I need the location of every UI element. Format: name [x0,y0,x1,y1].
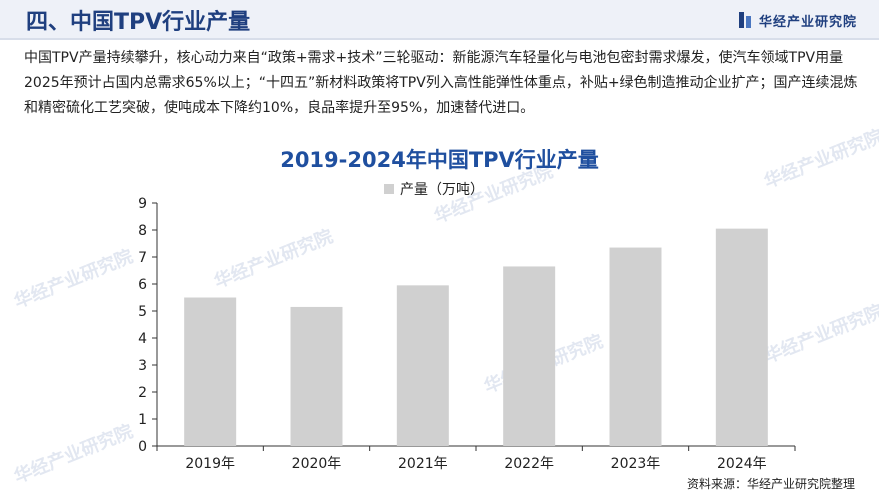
y-tick-label: 2 [138,385,147,401]
y-tick-label: 7 [138,250,147,266]
x-tick-label: 2023年 [611,456,661,472]
bar-2022年 [503,266,556,446]
brand: 华经产业研究院 [738,10,857,30]
bar-2021年 [396,285,449,446]
bar-2019年 [184,297,237,446]
legend-label: 产量（万吨） [400,182,484,198]
x-tick-label: 2022年 [504,456,554,472]
brand-logo-icon [738,12,751,28]
y-tick-label: 1 [138,412,147,428]
bar-2020年 [290,306,343,446]
y-tick-label: 0 [138,439,147,455]
y-tick-label: 4 [138,331,147,347]
y-tick-label: 9 [138,196,147,212]
x-tick-label: 2021年 [398,456,448,472]
source-note: 资料来源：华经产业研究院整理 [686,477,855,491]
x-tick-label: 2019年 [185,456,235,472]
y-tick-label: 6 [138,277,147,293]
legend-swatch [384,184,394,194]
y-tick-label: 5 [138,304,147,320]
page-title: 四、中国TPV行业产量 [26,10,251,35]
x-tick-label: 2024年 [717,456,767,472]
brand-name: 华经产业研究院 [758,14,857,30]
bar-2024年 [715,228,768,446]
summary-paragraph: 中国TPV产量持续攀升，核心动力来自“政策+需求+技术”三轮驱动：新能源汽车轻量… [24,50,858,116]
y-tick-label: 3 [138,358,147,374]
y-tick-label: 8 [138,223,147,239]
header-bar: 四、中国TPV行业产量 华经产业研究院 [0,0,879,38]
bar-2023年 [609,247,662,446]
x-tick-label: 2020年 [292,456,342,472]
chart-title: 2019-2024年中国TPV行业产量 [280,148,599,172]
header-divider [0,38,879,40]
